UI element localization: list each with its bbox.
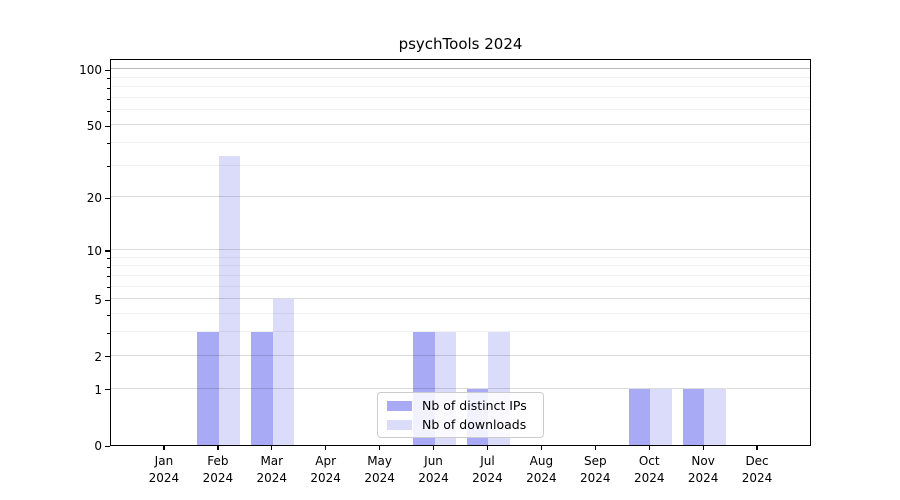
y-gridline-major bbox=[111, 124, 810, 126]
x-tick-label: Jun 2024 bbox=[418, 454, 449, 486]
bar-downloads-mar bbox=[272, 299, 295, 445]
y-tick-mark-minor bbox=[107, 287, 110, 289]
x-tick-mark bbox=[702, 446, 704, 450]
y-tick-label: 10 bbox=[86, 243, 102, 258]
y-tick-mark-minor bbox=[107, 143, 110, 145]
x-tick-mark bbox=[271, 446, 273, 450]
x-tick-label: Apr 2024 bbox=[310, 454, 341, 486]
y-tick-mark bbox=[105, 197, 110, 199]
bar-ips-nov bbox=[682, 388, 705, 445]
y-tick-mark bbox=[105, 356, 110, 358]
x-tick-label: Nov 2024 bbox=[687, 454, 719, 486]
y-tick-mark-minor bbox=[107, 314, 110, 316]
y-gridline-minor bbox=[111, 141, 810, 143]
y-tick-mark-minor bbox=[107, 87, 110, 89]
y-gridline-minor bbox=[111, 274, 810, 276]
y-tick-label: 5 bbox=[94, 293, 102, 308]
y-tick-mark-minor bbox=[107, 258, 110, 260]
legend-swatch-distinct-ips-icon bbox=[387, 400, 412, 411]
plot-area bbox=[110, 59, 811, 446]
chart-title: psychTools 2024 bbox=[398, 35, 523, 53]
y-gridline-major bbox=[111, 354, 810, 356]
y-gridline-minor bbox=[111, 86, 810, 88]
y-tick-label: 50 bbox=[86, 119, 102, 133]
y-gridline-major bbox=[111, 298, 810, 300]
legend-label-downloads: Nb of downloads bbox=[422, 417, 527, 432]
y-gridline-major bbox=[111, 248, 810, 250]
y-tick-mark-minor bbox=[107, 110, 110, 112]
y-tick-mark bbox=[105, 69, 110, 72]
y-tick-mark bbox=[105, 445, 110, 447]
chart-legend: Nb of distinct IPs Nb of downloads bbox=[377, 392, 544, 438]
y-tick-mark bbox=[105, 299, 110, 301]
x-tick-mark bbox=[540, 446, 543, 450]
y-gridline-minor bbox=[111, 313, 810, 315]
x-tick-label: May 2024 bbox=[364, 454, 395, 486]
y-tick-label: 100 bbox=[79, 63, 102, 78]
bar-downloads-nov bbox=[704, 388, 726, 445]
legend-label-distinct-ips: Nb of distinct IPs bbox=[422, 398, 527, 413]
y-gridline-major bbox=[111, 387, 810, 389]
x-tick-mark bbox=[379, 446, 381, 450]
bar-ips-oct bbox=[628, 388, 651, 445]
y-tick-mark-minor bbox=[107, 98, 110, 100]
y-gridline-minor bbox=[111, 256, 810, 258]
y-gridline-minor bbox=[111, 97, 810, 99]
y-gridline-major bbox=[111, 68, 810, 70]
x-tick-mark bbox=[648, 446, 650, 450]
y-gridline-minor bbox=[111, 285, 810, 287]
x-tick-mark bbox=[163, 446, 165, 450]
x-tick-label: Jul 2024 bbox=[472, 454, 503, 486]
y-gridline-minor bbox=[111, 331, 810, 333]
x-tick-label: Dec 2024 bbox=[741, 454, 773, 486]
x-tick-mark bbox=[217, 446, 219, 450]
x-tick-label: Sep 2024 bbox=[580, 454, 611, 486]
y-tick-mark-minor bbox=[107, 166, 110, 168]
legend-swatch-downloads-icon bbox=[387, 419, 412, 430]
x-tick-mark bbox=[325, 446, 327, 450]
y-gridline-minor bbox=[111, 109, 810, 111]
x-tick-label: Oct 2024 bbox=[633, 454, 665, 486]
y-tick-label: 20 bbox=[86, 191, 102, 206]
y-gridline-minor bbox=[111, 164, 810, 166]
y-tick-mark-minor bbox=[107, 78, 110, 80]
x-tick-label: Mar 2024 bbox=[256, 454, 288, 486]
y-gridline-minor bbox=[111, 76, 810, 78]
y-tick-mark-minor bbox=[107, 266, 110, 268]
x-tick-label: Jan 2024 bbox=[148, 454, 180, 486]
bar-ips-feb bbox=[197, 332, 219, 445]
legend-item-downloads: Nb of downloads bbox=[387, 417, 534, 432]
x-tick-label: Aug 2024 bbox=[526, 454, 557, 486]
y-tick-label: 1 bbox=[94, 382, 102, 397]
y-gridline-major bbox=[111, 196, 810, 198]
x-tick-mark bbox=[594, 446, 596, 450]
y-tick-label: 2 bbox=[94, 349, 102, 364]
legend-item-distinct-ips: Nb of distinct IPs bbox=[387, 398, 534, 413]
bar-downloads-feb bbox=[218, 155, 241, 445]
bar-ips-mar bbox=[251, 332, 273, 445]
x-tick-mark bbox=[432, 446, 435, 450]
y-gridline-minor bbox=[111, 265, 810, 267]
y-tick-mark bbox=[105, 125, 110, 127]
x-tick-mark bbox=[756, 446, 758, 450]
x-tick-label: Feb 2024 bbox=[202, 454, 234, 486]
bar-downloads-oct bbox=[650, 388, 672, 445]
y-tick-mark-minor bbox=[107, 276, 110, 278]
y-tick-mark-minor bbox=[107, 332, 110, 334]
y-tick-label: 0 bbox=[94, 439, 102, 453]
y-tick-mark bbox=[105, 250, 110, 252]
x-tick-mark bbox=[486, 446, 489, 450]
y-tick-mark bbox=[105, 389, 110, 391]
